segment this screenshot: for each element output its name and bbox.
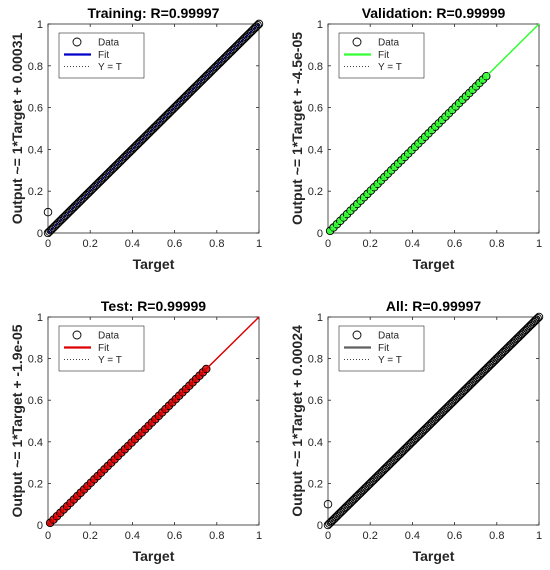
x-tick-label: 1 (536, 530, 542, 542)
legend-data-marker (352, 37, 362, 47)
y-axis-title: Output ~= 1*Target + -4.5e-05 (289, 32, 305, 225)
x-tick-label: 0.8 (209, 530, 224, 542)
legend-label-identity: Y = T (378, 62, 402, 73)
x-axis-title: Target (133, 548, 175, 564)
data-point (533, 314, 542, 323)
plot-title: Test: R=0.99999 (101, 298, 206, 314)
x-tick-label: 0 (325, 238, 331, 250)
legend-label-data: Data (378, 38, 400, 49)
x-tick-label: 0.2 (83, 530, 98, 542)
plot-panel: Training: R=0.99997 00 0.2 0.2 0.4 0.4 0.6 0.6 0… (9, 5, 264, 272)
legend-data-marker (352, 330, 362, 340)
plot-title: Training: R=0.99997 (88, 5, 220, 21)
y-tick-label: 0.8 (308, 61, 323, 73)
x-tick-label: 0.8 (489, 238, 504, 250)
y-axis-title: Output ~= 1*Target + 0.00031 (9, 33, 25, 225)
plot-panel: Validation: R=0.99999 00 0.2 0.2 0.4 0.4 0.6 0.… (289, 5, 542, 272)
legend-label-data: Data (98, 38, 120, 49)
data-point (532, 315, 541, 324)
x-tick-label: 1 (256, 530, 262, 542)
data-point (254, 19, 264, 29)
data-point (534, 312, 544, 322)
y-tick-label: 0.4 (28, 437, 43, 449)
legend-label-data: Data (378, 331, 400, 342)
y-tick-label: 0.4 (28, 144, 43, 156)
x-tick-label: 0.4 (405, 238, 420, 250)
y-tick-label: 0.8 (308, 354, 323, 366)
legend-data-marker (72, 330, 82, 340)
x-tick-label: 0.4 (125, 238, 140, 250)
y-tick-label: 0.2 (28, 478, 43, 490)
x-axis-title: Target (413, 256, 455, 272)
x-tick-label: 0.8 (489, 530, 504, 542)
y-tick-label: 1 (317, 19, 323, 31)
y-tick-label: 1 (37, 312, 43, 324)
x-tick-label: 0 (45, 238, 51, 250)
outlier-point (323, 499, 333, 509)
y-tick-label: 0.8 (28, 354, 43, 366)
y-tick-label: 0 (317, 520, 323, 532)
y-tick-label: 0.2 (308, 186, 323, 198)
legend-label-fit: Fit (98, 343, 109, 354)
legend-label-identity: Y = T (378, 355, 402, 366)
x-tick-label: 0.2 (363, 530, 378, 542)
y-tick-label: 0.6 (28, 103, 43, 115)
y-tick-label: 0.6 (28, 395, 43, 407)
legend-label-fit: Fit (378, 50, 389, 61)
x-tick-label: 0.2 (83, 238, 98, 250)
x-tick-label: 1 (536, 238, 542, 250)
x-tick-label: 0.6 (447, 238, 462, 250)
x-tick-label: 1 (256, 238, 262, 250)
legend-label-identity: Y = T (98, 62, 122, 73)
y-tick-label: 0.8 (28, 61, 43, 73)
y-axis-title: Output ~= 1*Target + 0.00024 (289, 325, 305, 517)
plot-title: Validation: R=0.99999 (362, 5, 506, 21)
x-tick-label: 0.4 (405, 530, 420, 542)
y-tick-label: 0.4 (308, 437, 323, 449)
legend-label-data: Data (98, 331, 120, 342)
x-tick-label: 0.6 (167, 238, 182, 250)
y-tick-label: 0.4 (308, 144, 323, 156)
plot-panel: All: R=0.99997 00 0.2 0.2 0.4 0.4 0.6 0.6 0.8 0.8… (289, 298, 544, 564)
y-tick-label: 0.2 (308, 478, 323, 490)
fit-line-overlay (47, 316, 260, 526)
plot-panel: Test: R=0.99999 00 0.2 0.2 0.4 0.4 0.6 0.6 0.8 0.… (9, 298, 262, 564)
y-tick-label: 1 (37, 19, 43, 31)
x-tick-label: 0 (325, 530, 331, 542)
y-axis-title: Output ~= 1*Target + -1.9e-05 (9, 324, 25, 517)
plot-title: All: R=0.99997 (386, 298, 482, 314)
y-tick-label: 0 (37, 520, 43, 532)
x-tick-label: 0.8 (209, 238, 224, 250)
legend-label-fit: Fit (98, 50, 109, 61)
data-point (252, 22, 261, 31)
x-tick-label: 0.2 (363, 238, 378, 250)
y-tick-label: 0.2 (28, 186, 43, 198)
y-tick-label: 0.6 (308, 103, 323, 115)
x-tick-label: 0.6 (167, 530, 182, 542)
legend-label-identity: Y = T (98, 355, 122, 366)
legend-label-fit: Fit (378, 343, 389, 354)
y-tick-label: 0 (317, 228, 323, 240)
fit-line-overlay (327, 23, 540, 234)
x-tick-label: 0.4 (125, 530, 140, 542)
y-tick-label: 0 (37, 228, 43, 240)
x-axis-title: Target (413, 548, 455, 564)
y-tick-label: 1 (317, 312, 323, 324)
legend-data-marker (72, 37, 82, 47)
x-tick-label: 0.6 (447, 530, 462, 542)
x-axis-title: Target (133, 256, 175, 272)
x-tick-label: 0 (45, 530, 51, 542)
data-point (253, 20, 262, 30)
y-tick-label: 0.6 (308, 395, 323, 407)
outlier-point (43, 207, 53, 217)
